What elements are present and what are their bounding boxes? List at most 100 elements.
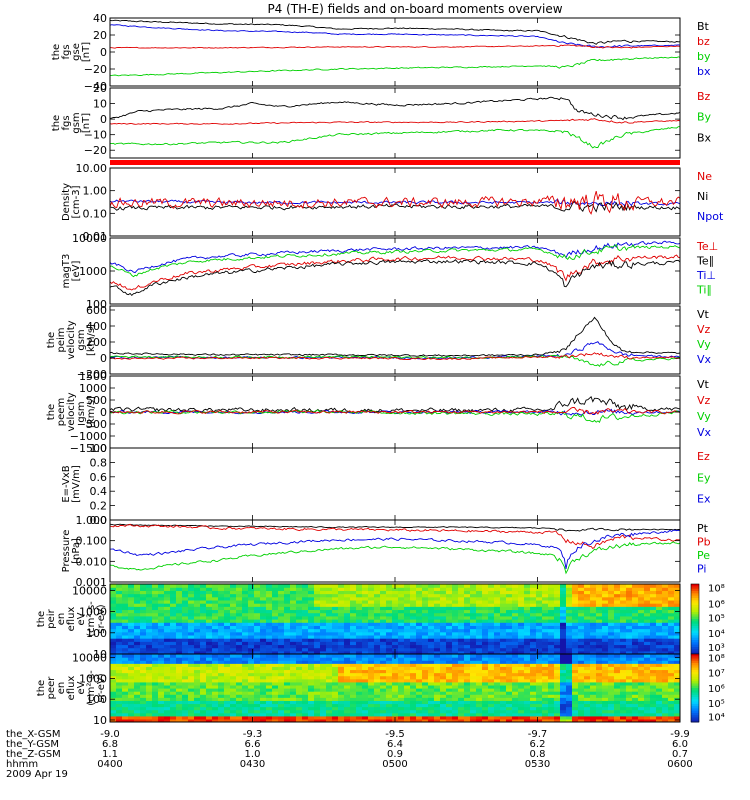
svg-text:the: the: [46, 332, 57, 348]
svg-text:gsm: gsm: [71, 112, 82, 133]
y-tick-label: 0.4: [90, 485, 108, 498]
series-line-Bx: [110, 96, 680, 121]
legend-entry: Te⊥: [696, 240, 718, 253]
colorbar: 10⁸ 10⁶ 10⁵ 10⁴ 10³: [690, 584, 725, 655]
legend-entry: Npot: [697, 210, 724, 223]
footer-value: 6.8: [102, 739, 118, 750]
legend-entry: Pi: [697, 563, 706, 576]
series-line-Te∥: [110, 259, 680, 297]
footer-value: 0600: [667, 759, 692, 770]
colorbar: 10⁸ 10⁷ 10⁶ 10⁵ 10⁴: [690, 653, 725, 724]
y-tick-label: 10: [93, 98, 107, 111]
svg-text:the: the: [51, 44, 62, 60]
svg-text:[nPa]: [nPa]: [71, 538, 82, 564]
series-line-Pe: [110, 541, 680, 575]
svg-text:en: en: [56, 682, 67, 695]
svg-text:gse: gse: [71, 43, 82, 61]
colorbar-label: 10⁴: [708, 713, 725, 724]
footer-value: 0530: [525, 759, 550, 770]
footer-value: 1.1: [102, 749, 118, 760]
panel-efield: 1.00.8 0.60.4 0.20.0 E=-VxB [mV/m] Ez Ey Ex: [61, 442, 711, 527]
y-tick-label: 0: [100, 46, 107, 59]
series-line-Vz: [110, 407, 680, 415]
y-axis-label: the fgs gse [nT]: [51, 42, 92, 62]
svg-text:gsm: gsm: [76, 401, 87, 422]
legend-entry: Ni: [697, 190, 708, 203]
svg-text:[eV]: [eV]: [71, 261, 82, 282]
svg-text:[nT]: [nT]: [81, 113, 92, 133]
y-tick-label: 20: [93, 82, 107, 95]
footer-value: 0.9: [387, 749, 403, 760]
svg-text:sr-eV): sr-eV): [96, 673, 107, 702]
y-tick-label: 0.2: [90, 500, 108, 513]
legend-entry: By: [697, 111, 712, 124]
quality-flag-bar: [110, 160, 680, 165]
y-tick-label: 0.0: [90, 514, 108, 527]
y-tick-label: 10: [93, 714, 107, 727]
footer-value: 6.6: [245, 739, 261, 750]
y-tick-label: 0.6: [90, 471, 108, 484]
svg-text:the: the: [36, 680, 47, 696]
legend-entry: Ti∥: [696, 284, 712, 297]
series-line-Pi: [110, 529, 680, 569]
panel-frame: [109, 87, 681, 159]
y-tick-label: −1000: [70, 430, 107, 443]
legend-entry: Vt: [697, 378, 710, 391]
colorbar-label: 10⁷: [708, 668, 725, 679]
panel-frame: [109, 305, 681, 375]
y-tick-label: 1000: [79, 382, 107, 395]
legend-entry: Vz: [697, 323, 711, 336]
y-tick-label: 0.100: [76, 535, 108, 548]
series-line-Bz: [110, 118, 680, 125]
y-tick-label: 10000: [72, 652, 107, 665]
y-axis-label: the peir en eflux eV (cm²-s-sr-eV): [36, 601, 107, 637]
legend-entry: Ey: [697, 471, 711, 484]
footer-row-label: the_Z-GSM: [6, 749, 61, 760]
legend-entry: Pb: [697, 536, 711, 549]
svg-text:[nT]: [nT]: [81, 42, 92, 62]
legend-entry: Pe: [697, 549, 710, 562]
y-tick-label: 1000: [79, 672, 107, 685]
y-tick-label: 20: [93, 29, 107, 42]
svg-text:peim: peim: [56, 327, 67, 352]
svg-text:(cm²-s-: (cm²-s-: [86, 670, 97, 706]
svg-text:E=-VxB: E=-VxB: [61, 465, 72, 502]
y-tick-label: 400: [86, 320, 107, 333]
colorbar-label: 10⁵: [708, 699, 725, 710]
svg-text:velocity: velocity: [66, 320, 77, 359]
series-line-Vz: [110, 352, 680, 361]
y-tick-label: −500: [77, 418, 107, 431]
y-axis-label: the fgs gsm [nT]: [51, 112, 92, 133]
y-tick-label: 1.000: [76, 514, 108, 527]
y-tick-label: −1500: [70, 442, 107, 455]
svg-text:[km/s]: [km/s]: [86, 396, 97, 428]
y-tick-label: −40: [84, 80, 107, 93]
series-line-Bt: [110, 19, 680, 45]
figure-title: P4 (TH-E) fields and on-board moments ov…: [267, 2, 562, 16]
legend-entry: Ex: [697, 493, 711, 506]
svg-text:the: the: [36, 611, 47, 627]
svg-text:Density: Density: [61, 183, 72, 221]
legend-entry: bz: [697, 35, 710, 48]
legend-entry: Vt: [697, 308, 710, 321]
series-line-Ne: [110, 190, 680, 215]
y-tick-label: 100: [86, 298, 107, 311]
svg-text:velocity: velocity: [66, 392, 77, 431]
series-line-bz: [110, 44, 680, 49]
svg-text:eV: eV: [76, 681, 87, 694]
footer-ephemeris: the_X-GSM -9.0 -9.3 -9.5 -9.7 -9.9 the_Y-GSM 6.…: [6, 729, 693, 780]
svg-text:peer: peer: [46, 676, 57, 700]
y-tick-label: 0.01: [83, 230, 108, 243]
colorbar-label: 10⁴: [708, 629, 725, 640]
colorbar-label: 10⁸: [708, 584, 725, 595]
svg-text:sr-eV): sr-eV): [96, 604, 107, 633]
panel-frame: [109, 447, 681, 521]
legend-entry: Vz: [697, 394, 711, 407]
y-tick-label: −20: [84, 144, 107, 157]
legend-entry: Bz: [697, 90, 711, 103]
y-tick-label: 1500: [79, 370, 107, 383]
y-tick-label: 500: [86, 394, 107, 407]
legend-entry: Ti⊥: [696, 269, 716, 282]
series-line-bx: [110, 56, 680, 77]
